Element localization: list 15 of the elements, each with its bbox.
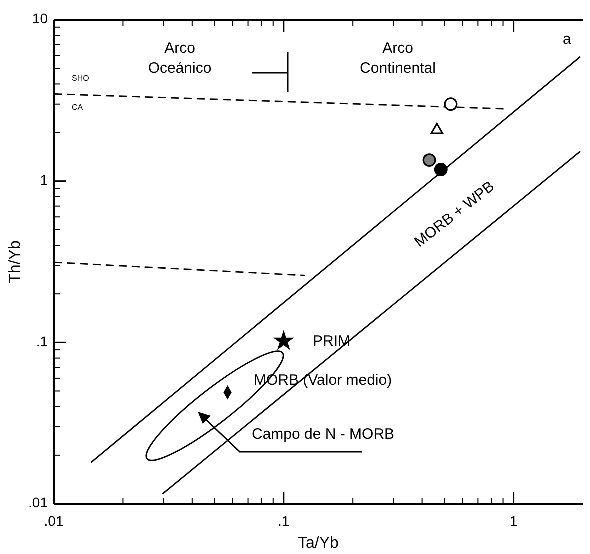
x-tick-label: 1 (510, 513, 518, 529)
annotation: SHO (72, 74, 90, 84)
y-tick-label: 1 (40, 172, 48, 188)
annotation: CA (72, 103, 84, 112)
annotation: a (563, 30, 572, 48)
x-axis-title: Ta/Yb (298, 535, 340, 552)
annotation: Campo de N - MORB (252, 426, 395, 443)
annotation: Arco Continental (360, 40, 436, 77)
annotation: PRIM (313, 332, 350, 350)
y-tick-label: .1 (36, 333, 48, 350)
y-axis-title: Th/Yb (7, 240, 24, 284)
y-tick-label: .01 (28, 494, 48, 511)
x-tick-label: .1 (278, 513, 290, 529)
annotation: Arco Oceánico (148, 40, 212, 77)
y-tick-label: 10 (32, 10, 48, 27)
